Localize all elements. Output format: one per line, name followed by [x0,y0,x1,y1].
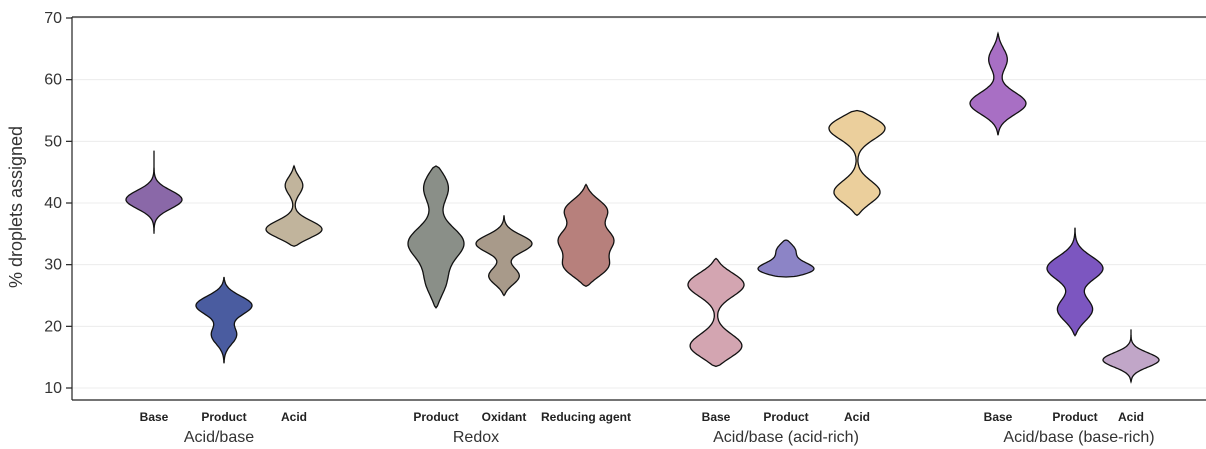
y-tick-label: 30 [44,257,62,274]
category-label: Product [201,410,246,424]
y-tick-label: 10 [44,380,62,397]
axes [66,16,1206,401]
category-label: Base [702,410,731,424]
group-label: Acid/base (acid-rich) [713,429,859,446]
y-axis-title: % droplets assigned [6,126,26,288]
labels: 10 20 30 40 50 60 70 Base Product Acid Acid/base Pr… [44,10,1154,446]
category-label: Product [413,410,458,424]
violin-redox-reducing-agent [557,183,615,288]
group-label: Redox [453,429,499,446]
category-label: Acid [844,410,870,424]
violin-redox-product [407,165,465,309]
category-label: Base [984,410,1013,424]
category-label: Acid [1118,410,1144,424]
violin-acid-base-acid-rich-acid [828,109,886,217]
violin-acid-base-product [195,276,253,364]
y-tick-label: 40 [44,195,62,212]
category-label: Acid [281,410,307,424]
violin-acid-base-acid [265,164,323,247]
category-label: Oxidant [482,410,527,424]
violin-acid-base-acid-rich-product [757,239,815,278]
violin-redox-oxidant [475,215,533,297]
violin-acid-base-base-rich-product [1046,227,1104,337]
category-label: Base [140,410,169,424]
y-tick-label: 70 [44,10,62,27]
category-label: Product [763,410,808,424]
gridlines [72,17,1206,389]
category-label: Product [1052,410,1097,424]
category-label: Reducing agent [541,410,631,424]
group-label: Acid/base [184,429,254,446]
violin-acid-base-base-rich-acid [1102,329,1160,384]
violins [125,31,1160,384]
group-label: Acid/base (base-rich) [1003,429,1154,446]
y-tick-label: 20 [44,318,62,335]
y-tick-label: 60 [44,72,62,89]
violin-acid-base-acid-rich-base [687,257,745,368]
violin-acid-base-base-rich-base [969,31,1027,136]
violin-acid-base-base [125,150,183,234]
y-tick-label: 50 [44,133,62,150]
